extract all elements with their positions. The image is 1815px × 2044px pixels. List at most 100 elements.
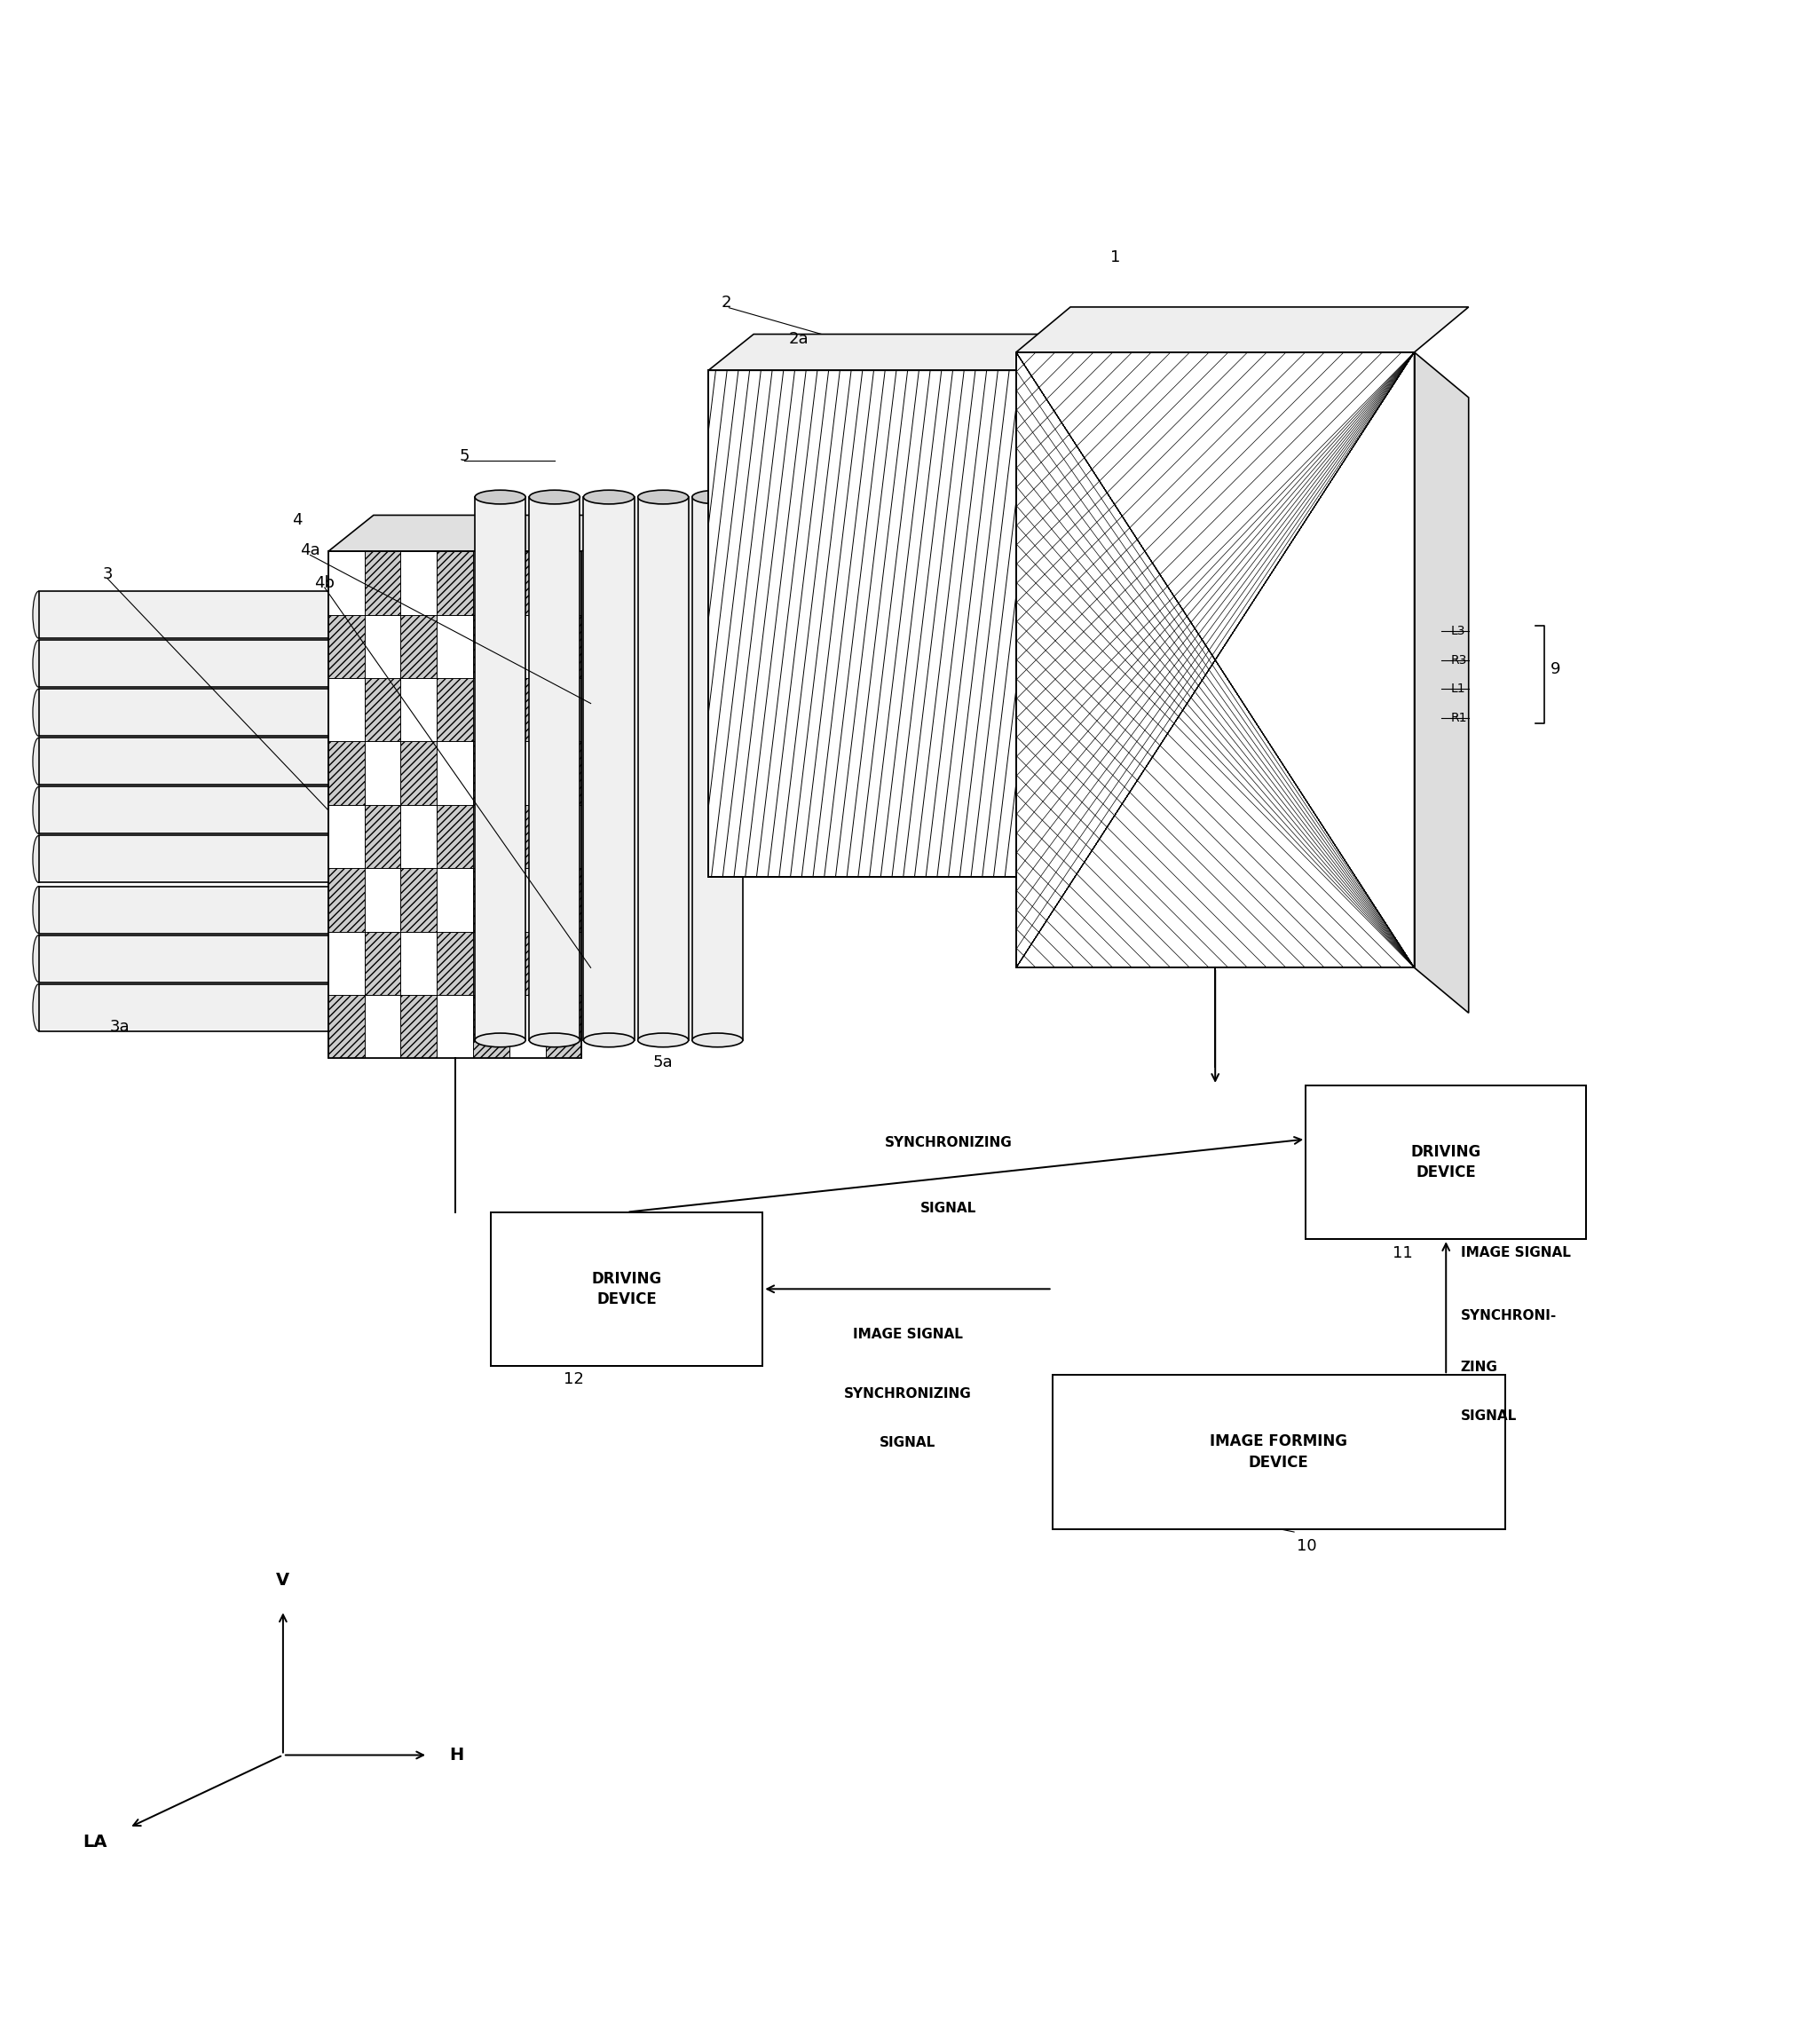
Polygon shape [1414,352,1468,1014]
Polygon shape [401,552,437,615]
Ellipse shape [637,491,688,505]
Polygon shape [365,932,401,995]
Ellipse shape [332,640,343,687]
Ellipse shape [332,983,343,1030]
Polygon shape [546,932,581,995]
Polygon shape [401,995,437,1059]
Polygon shape [329,932,365,995]
Polygon shape [401,742,437,805]
Polygon shape [329,552,365,615]
Text: IMAGE FORMING
DEVICE: IMAGE FORMING DEVICE [1211,1433,1347,1470]
Polygon shape [708,370,1016,877]
Ellipse shape [33,787,45,834]
Text: 5: 5 [459,448,468,464]
Text: DRIVING
DEVICE: DRIVING DEVICE [592,1271,662,1308]
Ellipse shape [692,491,742,505]
Polygon shape [437,742,474,805]
Polygon shape [437,552,474,615]
Polygon shape [38,640,338,687]
Text: SYNCHRONIZING: SYNCHRONIZING [884,1136,1013,1149]
Text: 4b: 4b [314,574,334,591]
Text: ZING: ZING [1461,1359,1497,1374]
Polygon shape [38,983,338,1030]
Text: SYNCHRONI-: SYNCHRONI- [1461,1310,1557,1322]
Polygon shape [38,591,338,638]
Polygon shape [437,995,474,1059]
Polygon shape [437,932,474,995]
Text: IMAGE SIGNAL: IMAGE SIGNAL [853,1329,962,1341]
Ellipse shape [530,1032,579,1047]
Text: SIGNAL: SIGNAL [1461,1408,1517,1423]
Ellipse shape [583,1032,633,1047]
Polygon shape [474,615,510,679]
Text: 1: 1 [1111,249,1120,266]
Polygon shape [365,805,401,869]
Polygon shape [692,497,742,1040]
Polygon shape [510,679,546,742]
Polygon shape [510,805,546,869]
Text: 9: 9 [1550,660,1561,677]
Ellipse shape [332,689,343,736]
Polygon shape [365,742,401,805]
Polygon shape [329,742,365,805]
Text: 4: 4 [292,511,303,527]
Ellipse shape [476,491,526,505]
Polygon shape [510,615,546,679]
Polygon shape [530,497,579,1040]
Ellipse shape [637,1032,688,1047]
Text: 3a: 3a [111,1018,131,1034]
Text: R3: R3 [1450,654,1467,666]
Ellipse shape [332,836,343,883]
Ellipse shape [33,887,45,934]
Ellipse shape [476,1032,526,1047]
Text: H: H [450,1748,465,1764]
Ellipse shape [33,738,45,785]
Polygon shape [1016,352,1414,967]
Polygon shape [401,615,437,679]
Text: L1: L1 [1450,683,1465,695]
Ellipse shape [332,787,343,834]
Polygon shape [38,738,338,785]
Ellipse shape [33,836,45,883]
Polygon shape [437,869,474,932]
Polygon shape [38,689,338,736]
Polygon shape [546,615,581,679]
Text: DRIVING
DEVICE: DRIVING DEVICE [1410,1145,1481,1181]
Polygon shape [401,932,437,995]
Polygon shape [1305,1085,1586,1239]
Polygon shape [437,615,474,679]
Polygon shape [1053,1376,1505,1529]
Polygon shape [329,869,365,932]
Ellipse shape [33,983,45,1030]
Text: SYNCHRONIZING: SYNCHRONIZING [844,1388,971,1400]
Polygon shape [708,333,1062,370]
Polygon shape [492,1212,762,1365]
Polygon shape [365,615,401,679]
Polygon shape [510,932,546,995]
Polygon shape [38,787,338,834]
Polygon shape [329,679,365,742]
Ellipse shape [332,887,343,934]
Polygon shape [38,934,338,983]
Polygon shape [1016,307,1468,352]
Ellipse shape [33,640,45,687]
Polygon shape [329,515,626,552]
Polygon shape [401,679,437,742]
Ellipse shape [33,934,45,983]
Text: L3: L3 [1450,625,1465,638]
Polygon shape [546,679,581,742]
Polygon shape [476,497,526,1040]
Ellipse shape [530,491,579,505]
Polygon shape [437,679,474,742]
Polygon shape [329,995,365,1059]
Polygon shape [510,869,546,932]
Ellipse shape [33,689,45,736]
Polygon shape [546,805,581,869]
Polygon shape [437,805,474,869]
Polygon shape [510,552,546,615]
Polygon shape [365,679,401,742]
Text: 2a: 2a [790,331,809,347]
Polygon shape [38,836,338,883]
Text: LA: LA [83,1833,107,1850]
Polygon shape [474,932,510,995]
